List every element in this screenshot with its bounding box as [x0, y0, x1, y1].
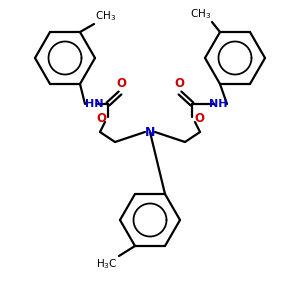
- Text: CH$_3$: CH$_3$: [95, 9, 116, 23]
- Text: N: N: [145, 125, 155, 139]
- Text: CH$_3$: CH$_3$: [190, 7, 211, 21]
- Text: O: O: [174, 77, 184, 90]
- Text: NH: NH: [208, 99, 227, 109]
- Text: O: O: [116, 77, 126, 90]
- Text: O: O: [194, 112, 204, 125]
- Text: O: O: [96, 112, 106, 125]
- Text: HN: HN: [85, 99, 104, 109]
- Text: H$_3$C: H$_3$C: [96, 257, 118, 271]
